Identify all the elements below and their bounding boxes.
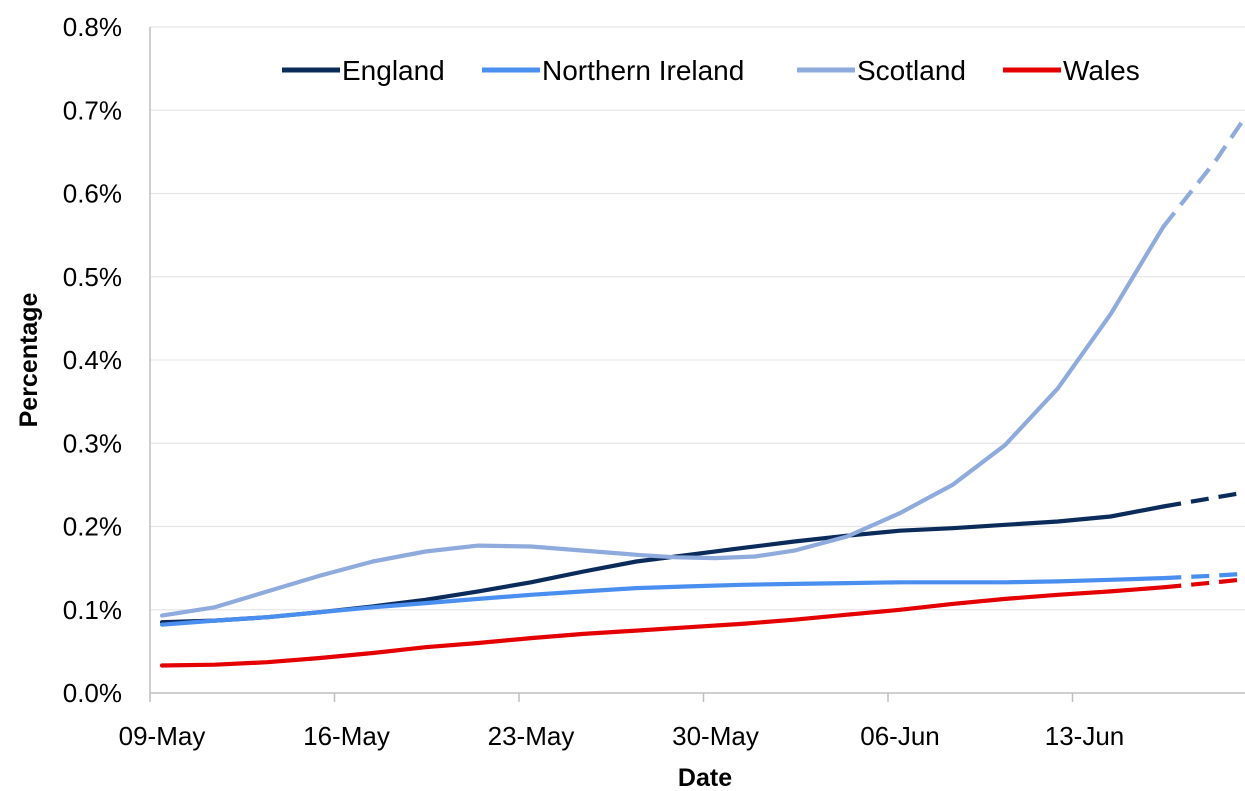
x-tick-label: 09-May [119,721,206,751]
x-tick-label: 06-Jun [860,721,940,751]
series-line-scotland [159,224,1166,618]
legend: England Northern Ireland Scotland Wales [282,55,1140,86]
x-tick-label: 23-May [488,721,575,751]
series-line-england [159,504,1166,625]
axes [149,27,1245,702]
x-axis-tick-labels: 09-May 16-May 23-May 30-May 06-Jun 13-Jun [119,721,1125,751]
series-projection-scotland [1161,113,1245,229]
legend-label-northern-ireland: Northern Ireland [542,55,744,86]
x-tick-label: 30-May [672,721,759,751]
series-line-wales [159,585,1166,668]
legend-label-scotland: Scotland [857,55,966,86]
y-tick-label: 0.6% [63,179,122,209]
series-projection-northern-ireland [1163,571,1245,581]
y-tick-label: 0.1% [63,595,122,625]
y-tick-label: 0.7% [63,95,122,125]
x-tick-label: 16-May [303,721,390,751]
gridlines [150,26,1245,611]
series-line-northern-ireland [159,576,1166,627]
y-axis-tick-labels: 0.0% 0.1% 0.2% 0.3% 0.4% 0.5% 0.6% 0.7% 0.8% [63,12,122,708]
y-tick-label: 0.8% [63,12,122,42]
series-projection-england [1162,490,1245,509]
legend-label-wales: Wales [1063,55,1140,86]
y-tick-label: 0.5% [63,262,122,292]
y-tick-label: 0.4% [63,345,122,375]
y-axis-title: Percentage [15,293,43,428]
legend-label-england: England [342,55,445,86]
y-tick-label: 0.3% [63,428,122,458]
series-projection-wales [1163,577,1245,590]
series-lines [159,113,1245,668]
x-axis-title: Date [678,764,732,791]
y-tick-label: 0.2% [63,512,122,542]
x-tick-label: 13-Jun [1045,721,1125,751]
y-tick-label: 0.0% [63,678,122,708]
